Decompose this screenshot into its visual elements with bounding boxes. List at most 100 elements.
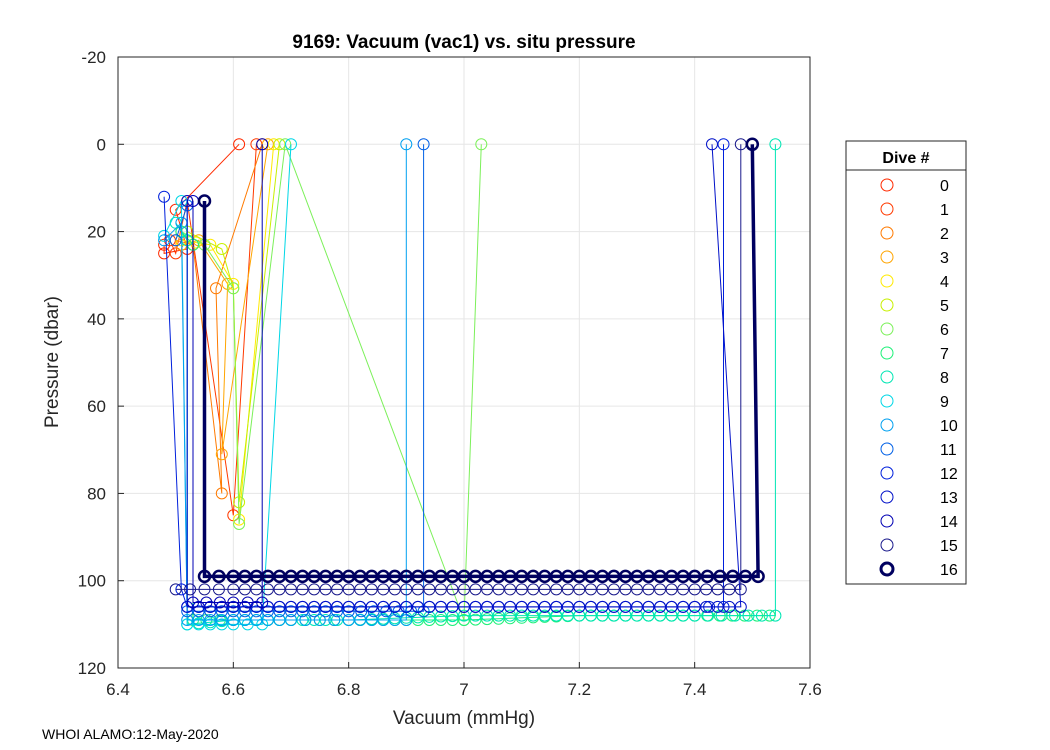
legend-label: 7 [940,346,949,363]
legend-item-dive-16: 16 [879,561,958,579]
data-point [215,448,228,461]
data-point [256,138,269,151]
data-point [711,583,724,596]
data-point [769,609,782,622]
data-point [227,596,240,609]
data-point [573,583,586,596]
legend-marker [880,346,894,360]
x-ticks: 6.4 6.6 6.8 7 7.2 7.4 7.6 [106,662,822,699]
data-point [469,609,482,622]
data-point [227,282,240,295]
y-ticks: -20 0 20 40 60 80 100 120 [78,48,124,678]
y-tick-label: 20 [87,223,106,242]
data-point [400,600,413,613]
data-point [342,605,355,618]
legend-label: 16 [940,562,958,579]
data-point [702,609,715,622]
data-point [158,229,171,242]
legend-box [845,140,967,585]
data-point [405,605,418,618]
series-dive-10 [158,138,413,626]
data-point [169,583,182,596]
data-point [400,583,413,596]
data-point [677,609,690,622]
data-point [417,138,430,151]
legend-label: 8 [940,370,949,387]
y-tick-label: 100 [78,572,106,591]
data-point [434,583,447,596]
series-dive-14 [187,138,269,609]
legend-label: 6 [940,322,949,339]
data-point [607,600,620,613]
data-point [538,600,551,613]
legend-marker [880,298,894,312]
data-point [711,600,724,613]
data-point [261,583,274,596]
data-point [233,138,246,151]
series-line-dive-13 [186,144,742,608]
legend-label: 3 [940,250,949,267]
data-point [355,605,368,618]
x-tick-label: 7.4 [683,680,707,699]
data-point [755,609,768,622]
data-point [197,569,212,584]
y-tick-label: 120 [78,659,106,678]
legend-marker [880,250,894,264]
data-point [573,600,586,613]
y-tick-label: 60 [87,397,106,416]
legend-item-dive-12: 12 [880,466,958,483]
x-tick-label: 6.6 [222,680,246,699]
data-point [769,138,782,151]
data-point [458,614,470,626]
legend-item-dive-2: 2 [880,226,949,243]
y-tick-label: 40 [87,310,106,329]
y-tick-label: -20 [81,48,106,67]
data-point [504,609,517,622]
data-point [184,583,197,596]
legend-marker [880,202,894,216]
legend-label: 14 [940,514,958,531]
data-point [365,600,378,613]
x-tick-label: 7 [459,680,468,699]
data-point [434,600,447,613]
legend-label: 13 [940,490,958,507]
data-point [192,614,205,626]
data-point [227,583,240,596]
data-point [198,583,211,596]
series-line-dive-14 [192,144,263,603]
data-point [677,600,690,613]
data-point [492,612,505,625]
y-tick-label: 0 [97,135,106,154]
data-point [331,600,344,613]
data-point [227,600,240,613]
data-point [215,487,228,500]
legend-marker [880,226,894,240]
legend-marker [880,466,894,480]
data-point [296,583,309,596]
legend-marker [879,561,895,577]
series-dive-16 [197,137,765,584]
x-tick-label: 7.6 [798,680,822,699]
data-point [365,614,378,626]
footer-text: WHOI ALAMO:12-May-2020 [42,726,219,742]
data-point [738,569,753,584]
data-point [469,613,482,626]
data-point [642,600,655,613]
legend-item-dive-3: 3 [880,250,949,267]
data-point [734,600,747,613]
legend-marker [880,394,894,408]
y-tick-label: 80 [87,484,106,503]
data-point [677,583,690,596]
data-point [197,194,212,208]
data-point [169,234,182,247]
legend-item-dive-13: 13 [880,490,958,507]
data-point [475,138,488,151]
data-point [158,247,171,260]
chart-title: 9169: Vacuum (vac1) vs. situ pressure [292,32,635,53]
data-point [187,596,199,609]
y-axis-label: Pressure (dbar) [42,296,63,428]
legend-label: 0 [940,178,949,195]
data-point [227,618,240,631]
